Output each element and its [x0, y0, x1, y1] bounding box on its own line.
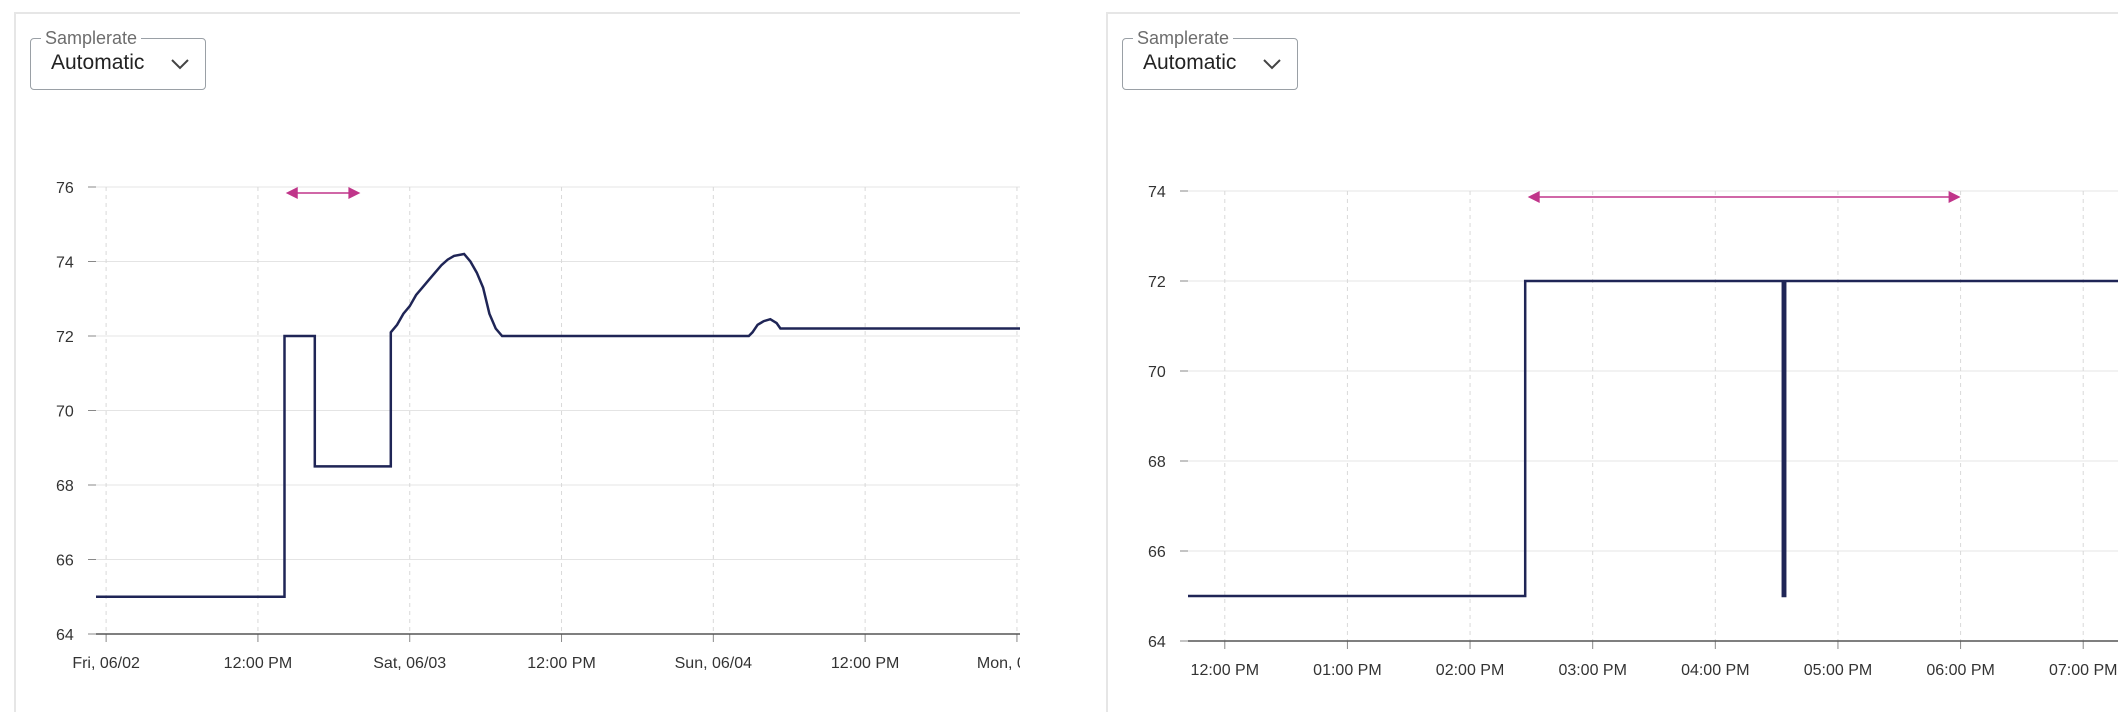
x-tick-label: Sat, 06/03 [373, 655, 446, 672]
y-tick-label: 72 [1148, 274, 1166, 291]
x-tick-label: 12:00 PM [224, 655, 292, 672]
line-chart: 64 66 68 70 72 74 12:00 PM 01:00 PM 02:00 PM 03:0… [1148, 184, 2118, 679]
range-marker-right-head [348, 187, 361, 199]
y-tick-label: 68 [1148, 454, 1166, 471]
chevron-down-icon [171, 59, 189, 70]
x-tick-label: 01:00 PM [1313, 662, 1381, 679]
gridlines [88, 186, 1020, 642]
range-marker-right-head [1948, 191, 1961, 203]
chart-panel-right: Samplerate Automatic 64 66 68 70 72 74 12:00 P… [1106, 12, 2118, 712]
y-tick-label: 76 [56, 180, 74, 197]
range-marker-left-head [285, 187, 298, 199]
range-marker-arrow [285, 187, 361, 199]
x-tick-label: 12:00 PM [1191, 662, 1259, 679]
x-tick-label: Mon, 06/05 [977, 655, 1020, 672]
y-tick-label: 74 [56, 255, 74, 272]
samplerate-value: Automatic [1143, 51, 1237, 74]
y-tick-label: 64 [1148, 634, 1166, 651]
x-tick-label: 05:00 PM [1804, 662, 1872, 679]
gridlines [1180, 190, 2118, 649]
range-marker-arrow [1527, 191, 1961, 203]
samplerate-select[interactable]: Samplerate Automatic [30, 28, 206, 90]
series-line [96, 252, 1020, 599]
y-tick-label: 64 [56, 627, 74, 644]
y-tick-label: 66 [56, 553, 74, 570]
x-tick-label: 02:00 PM [1436, 662, 1504, 679]
range-marker-left-head [1527, 191, 1540, 203]
chart-panel-left: Samplerate Automatic 64 66 68 70 72 74 76 Fri, … [14, 12, 1020, 712]
series-line [1188, 279, 2118, 598]
samplerate-legend: Samplerate [1133, 28, 1234, 48]
y-tick-label: 66 [1148, 544, 1166, 561]
x-tick-label: 07:00 PM [2049, 662, 2117, 679]
x-tick-label: 04:00 PM [1681, 662, 1749, 679]
x-tick-label: Sun, 06/04 [675, 655, 753, 672]
y-tick-label: 70 [1148, 364, 1166, 381]
samplerate-legend: Samplerate [41, 28, 142, 48]
y-tick-label: 68 [56, 478, 74, 495]
y-tick-label: 74 [1148, 184, 1166, 201]
samplerate-value: Automatic [51, 51, 145, 74]
samplerate-select[interactable]: Samplerate Automatic [1122, 28, 1298, 90]
x-tick-label: 12:00 PM [527, 655, 595, 672]
x-tick-label: 12:00 PM [831, 655, 899, 672]
x-tick-label: 06:00 PM [1926, 662, 1994, 679]
y-tick-label: 72 [56, 329, 74, 346]
line-chart: 64 66 68 70 72 74 76 Fri, 06/02 12:00 PM Sat, 06/… [56, 180, 1020, 672]
y-tick-label: 70 [56, 404, 74, 421]
chevron-down-icon [1263, 59, 1281, 70]
x-tick-label: Fri, 06/02 [72, 655, 140, 672]
x-tick-label: 03:00 PM [1558, 662, 1626, 679]
